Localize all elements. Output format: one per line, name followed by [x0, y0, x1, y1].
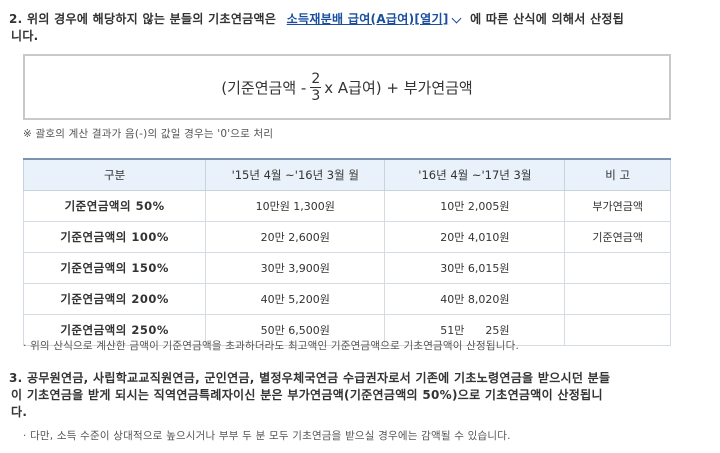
- chevron-down-icon[interactable]: [451, 13, 462, 24]
- item2-text-line2: 니다.: [11, 29, 39, 43]
- table-row: 기준연금액의 150% 30만 3,900원 30만 6,015원: [22, 252, 671, 284]
- pension-table: 구분 '15년 4월 ~'16년 3월 월 '16년 4월 ~'17년 3월 비…: [22, 158, 671, 346]
- row-label: 기준연금액의 150%: [22, 252, 207, 284]
- row-value-2016: 51만 25원: [384, 314, 566, 346]
- row-value-2016: 10만 2,005원: [384, 190, 566, 222]
- a-benefit-link[interactable]: 소득재분배 급여(A급여)[열기]: [286, 12, 449, 26]
- table-header-row: 구분 '15년 4월 ~'16년 3월 월 '16년 4월 ~'17년 3월 비…: [22, 158, 671, 191]
- row-label: 기준연금액의 250%: [22, 314, 207, 346]
- formula-fraction: 2 3: [310, 70, 322, 104]
- row-remark: [564, 252, 671, 284]
- row-label: 기준연금액의 200%: [22, 283, 207, 315]
- item2-text-before: 2. 위의 경우에 해당하지 않는 분들의 기초연금액은: [9, 12, 277, 26]
- row-value-2015: 50만 6,500원: [205, 314, 386, 346]
- row-remark: [564, 283, 671, 315]
- fraction-denominator: 3: [311, 87, 321, 104]
- row-label: 기준연금액의 100%: [22, 221, 207, 253]
- item2-text-after: 에 따른 산식에 의해서 산정됩: [470, 12, 625, 26]
- formula-suffix: x A급여) + 부가연금액: [324, 78, 473, 97]
- header-period-2016: '16년 4월 ~'17년 3월: [384, 158, 566, 191]
- header-category: 구분: [22, 158, 207, 191]
- row-value-2015: 30만 3,900원: [205, 252, 386, 284]
- fraction-numerator: 2: [310, 70, 322, 88]
- table-note: · 위의 산식으로 계산한 금액이 기준연금액을 초과하더라도 최고액인 기준연…: [23, 340, 520, 352]
- formula-note: ※ 괄호의 계산 결과가 음(-)의 값일 경우는 '0'으로 처리: [23, 128, 274, 140]
- formula-box: (기준연금액 - 2 3 x A급여) + 부가연금액: [23, 54, 671, 120]
- row-value-2015: 10만원 1,300원: [205, 190, 386, 222]
- row-value-2016: 40만 8,020원: [384, 283, 566, 315]
- table-row: 기준연금액의 50% 10만원 1,300원 10만 2,005원 부가연금액: [22, 190, 671, 222]
- row-label: 기준연금액의 50%: [22, 190, 207, 222]
- item3-note: · 다만, 소득 수준이 상대적으로 높으시거나 부부 두 분 모두 기초연금을…: [23, 430, 511, 442]
- row-remark: 기준연금액: [564, 221, 671, 253]
- row-value-2016: 20만 4,010원: [384, 221, 566, 253]
- row-value-2016: 30만 6,015원: [384, 252, 566, 284]
- item3-line1: 3. 공무원연금, 사립학교교직원연금, 군인연금, 별정우체국연금 수급권자로…: [9, 371, 611, 385]
- header-remarks: 비 고: [564, 158, 671, 191]
- item3-line3: 다.: [11, 405, 28, 419]
- header-period-2015: '15년 4월 ~'16년 3월 월: [205, 158, 386, 191]
- row-remark: 부가연금액: [564, 190, 671, 222]
- item3-paragraph: 3. 공무원연금, 사립학교교직원연금, 군인연금, 별정우체국연금 수급권자로…: [9, 370, 714, 421]
- table-row: 기준연금액의 250% 50만 6,500원 51만 25원: [22, 314, 671, 346]
- row-value-2015: 40만 5,200원: [205, 283, 386, 315]
- formula-prefix: (기준연금액 -: [221, 78, 307, 97]
- row-remark: [564, 314, 671, 346]
- item3-line2: 이 기초연금을 받게 되시는 직역연금특례자이신 분은 부가연금액(기준연금액의…: [11, 388, 603, 402]
- table-row: 기준연금액의 100% 20만 2,600원 20만 4,010원 기준연금액: [22, 221, 671, 253]
- row-value-2015: 20만 2,600원: [205, 221, 386, 253]
- table-row: 기준연금액의 200% 40만 5,200원 40만 8,020원: [22, 283, 671, 315]
- item2-paragraph: 2. 위의 경우에 해당하지 않는 분들의 기초연금액은 소득재분배 급여(A급…: [9, 11, 714, 45]
